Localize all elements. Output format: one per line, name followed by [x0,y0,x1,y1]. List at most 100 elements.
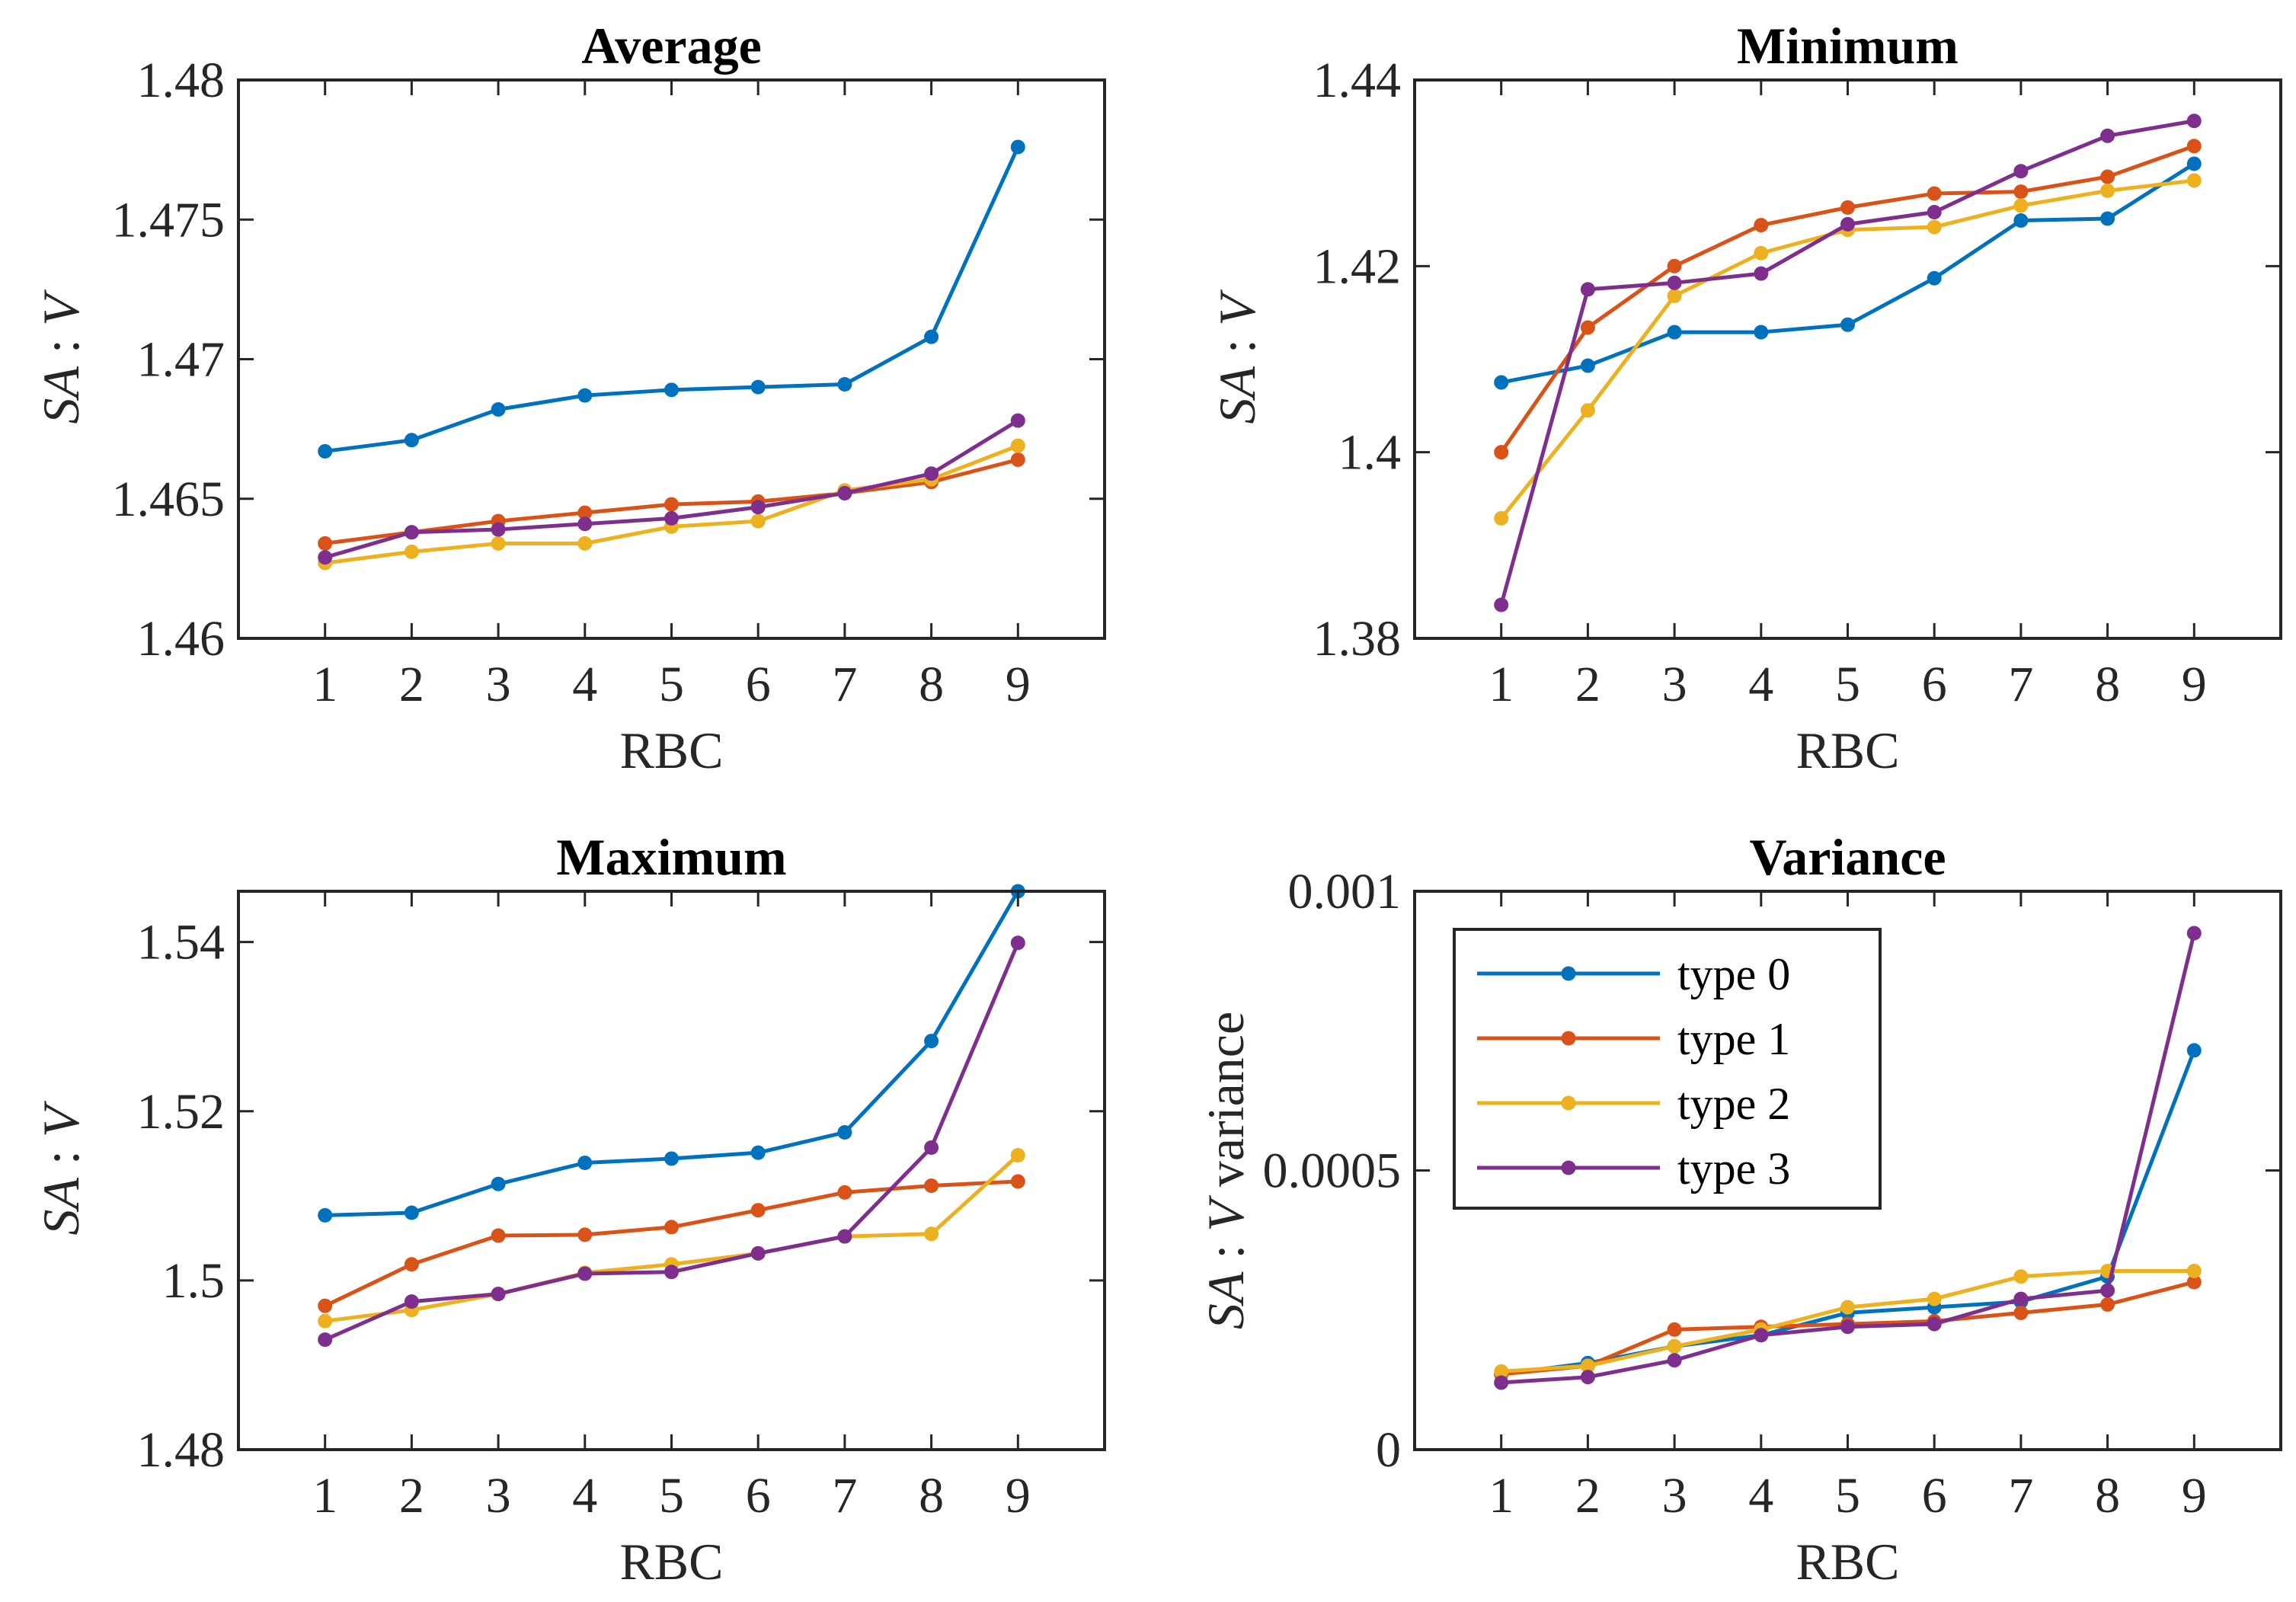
x-tick-label: 8 [2095,657,2120,712]
y-ticks: 1.38 1.4 1.42 1.44 [1313,53,2281,667]
x-tick-label: 4 [1748,657,1773,712]
x-axis-label: RBC [1796,1533,1899,1591]
data-point [404,1257,419,1272]
data-point [577,388,593,403]
data-point [1667,1353,1682,1368]
x-tick-label: 9 [1006,657,1031,712]
y-label-v: V [32,1100,90,1137]
data-point [577,536,593,551]
y-label-sep: : [1208,326,1266,366]
chart-average: Average 1 2 3 4 5 6 7 8 9 1.46 1.465 1.47 1.475 1.48… [32,17,1106,779]
y-label-sa: SA [32,366,90,424]
data-point [491,522,506,537]
data-point [491,536,506,551]
data-point [2186,926,2202,941]
data-point [1580,282,1595,297]
legend-box [1453,928,1882,1210]
legend-entry: type 3 [1477,1143,1790,1194]
data-point [750,500,766,515]
x-tick-label: 3 [486,657,511,712]
data-point [1754,245,1769,261]
x-tick-label: 5 [659,657,684,712]
x-tick-label: 8 [919,657,944,712]
x-axis-label: RBC [619,721,723,779]
y-tick-label: 1.48 [137,53,225,108]
data-point [750,1145,766,1160]
x-tick-label: 9 [2182,657,2207,712]
plot-frame [237,890,1106,1451]
plot-frame [1413,890,2282,1451]
data-point [2100,128,2115,143]
x-tick-label: 1 [312,1468,337,1524]
legend-marker [1561,1160,1576,1175]
data-point [750,1245,766,1261]
data-point [2186,1043,2202,1058]
data-point [1010,452,1025,467]
x-tick-label: 1 [1489,1468,1514,1524]
data-point [750,513,766,529]
x-tick-label: 5 [1835,657,1860,712]
x-ticks: 1 2 3 4 5 6 7 8 9 [312,891,1031,1524]
y-label-sa: SA [1197,1271,1255,1329]
data-point [1840,1300,1855,1315]
data-point [1927,186,1942,201]
data-point [1010,139,1025,155]
x-ticks: 1 2 3 4 5 6 7 8 9 [1489,891,2207,1524]
data-point [2013,198,2029,213]
data-point [1494,1364,1509,1379]
data-point [1840,1319,1855,1335]
data-point [1010,935,1025,951]
data-point [2186,156,2202,171]
data-point [837,376,852,392]
data-point [1754,1328,1769,1343]
y-label-v: V [1208,289,1266,326]
y-tick-label: 1.48 [137,1422,225,1478]
data-point [2186,1274,2202,1290]
data-point [1667,325,1682,340]
series-layer [318,139,1025,571]
x-tick-label: 5 [659,1468,684,1524]
y-label-sep: : [32,1137,90,1178]
data-point [404,433,419,448]
data-point [318,443,333,459]
x-tick-label: 7 [2008,1468,2033,1524]
plot-frame [237,78,1106,640]
y-tick-label: 1.475 [112,192,225,248]
data-point [318,1332,333,1348]
data-point [2186,139,2202,154]
data-point [1667,1338,1682,1354]
data-point [924,329,939,344]
y-label-sep: : [1197,1232,1255,1272]
y-axis-label: SA : V [1208,289,1266,424]
x-tick-label: 9 [1006,1468,1031,1524]
data-point [491,1176,506,1191]
data-point [837,1185,852,1200]
data-point [577,1227,593,1242]
data-point [1840,200,1855,215]
data-point [1754,325,1769,340]
y-axis-label: SA : V variance [1197,1012,1255,1329]
data-point [404,1205,419,1220]
data-point [664,510,679,526]
data-point [924,1140,939,1156]
data-point [1494,1375,1509,1390]
data-point [664,497,679,512]
data-point [664,382,679,398]
data-point [837,485,852,500]
x-tick-label: 2 [1575,1468,1600,1524]
legend-label: type 3 [1677,1143,1790,1194]
legend-label: type 1 [1677,1014,1790,1064]
data-point [404,1294,419,1309]
x-tick-label: 2 [1575,657,1600,712]
data-point [318,536,333,551]
x-tick-label: 6 [1922,657,1947,712]
data-point [2100,1297,2115,1312]
x-tick-label: 1 [1489,657,1514,712]
data-point [1010,1174,1025,1189]
data-point [1667,258,1682,273]
x-axis-label: RBC [1796,721,1899,779]
x-tick-label: 3 [1662,1468,1687,1524]
legend-label: type 0 [1677,949,1790,999]
chart-minimum: Minimum 1 2 3 4 5 6 7 8 9 1.38 1.4 1.42 1.44 RBC SA… [1208,17,2282,779]
